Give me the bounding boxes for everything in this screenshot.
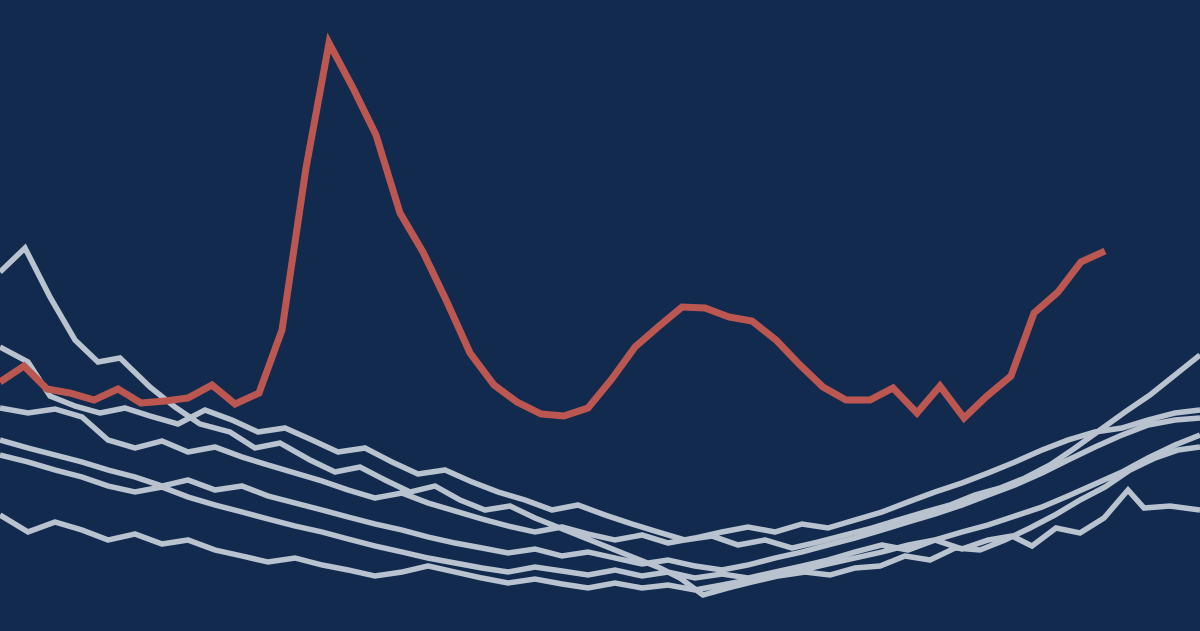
muted-line-5: [0, 432, 1200, 581]
muted-line-3: [0, 405, 1200, 546]
muted-line-4: [0, 415, 1200, 573]
highlight-line: [0, 32, 1107, 424]
muted-line-1: [0, 243, 1200, 599]
muted-line-6: [0, 485, 1200, 593]
